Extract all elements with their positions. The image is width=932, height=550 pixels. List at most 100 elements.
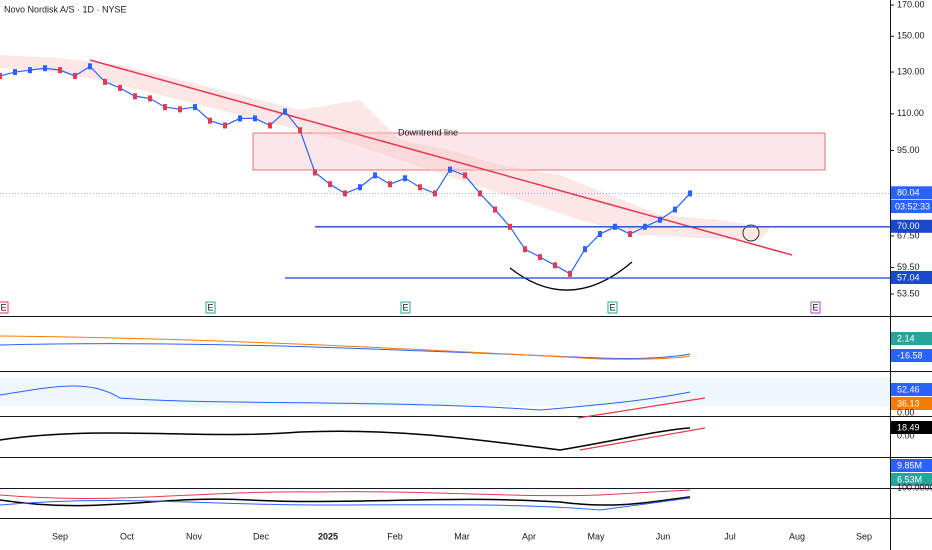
candle — [163, 104, 167, 111]
indicator-tag — [891, 473, 932, 486]
candle — [223, 122, 227, 129]
dmi-adx — [0, 496, 691, 507]
earnings-marker: E — [207, 302, 213, 312]
ichimoku-cloud — [0, 55, 770, 240]
indicator-label: 18.49 — [897, 422, 920, 432]
earnings-marker: E — [0, 302, 6, 312]
candle — [433, 190, 437, 197]
candle — [58, 67, 62, 74]
indicator-tag — [891, 332, 932, 345]
candle — [268, 122, 272, 129]
earnings-marker: E — [402, 302, 408, 312]
candle — [28, 67, 32, 74]
candle — [13, 69, 17, 76]
x-tick-label: Nov — [186, 531, 203, 541]
macd-signal — [0, 335, 691, 360]
candle — [178, 106, 182, 113]
osc-trend — [579, 427, 706, 451]
price-tag — [891, 270, 932, 284]
price-tag-label: 70.00 — [897, 221, 920, 231]
candle — [643, 223, 647, 230]
chart-title: Novo Nordisk A/S · 1D · NYSE — [4, 4, 127, 14]
earnings-box — [0, 301, 9, 314]
x-tick-label: Dec — [253, 531, 270, 541]
y-tick-label: 67.50 — [897, 230, 920, 240]
resistance-box — [252, 132, 826, 171]
candle — [463, 172, 467, 179]
y-tick-label: 150.00 — [897, 31, 925, 41]
x-tick-label: Jun — [656, 531, 671, 541]
indicator-tag — [891, 397, 932, 410]
candle — [148, 95, 152, 102]
indicator-label: 9.85M — [897, 460, 922, 470]
earnings-box — [400, 301, 411, 314]
macd-line — [0, 343, 691, 360]
earnings-box — [205, 301, 216, 314]
indicator-label: 2.14 — [897, 333, 915, 343]
candle — [373, 172, 377, 179]
y-tick-label: 53.50 — [897, 288, 920, 298]
indicator-label: -16.58 — [897, 350, 923, 360]
x-tick-label: Aug — [789, 531, 805, 541]
rsi-band — [0, 378, 890, 406]
candle — [508, 223, 512, 230]
y-tick-label: 95.00 — [897, 145, 920, 155]
candle — [208, 117, 212, 124]
indicator-label: 0.00 — [897, 407, 915, 417]
x-tick-label: Sep — [856, 531, 872, 541]
candle — [253, 115, 257, 122]
candle — [493, 206, 497, 213]
earnings-marker: E — [812, 302, 818, 312]
indicator-tag — [891, 349, 932, 362]
y-tick-label: 170.00 — [897, 0, 925, 9]
candle — [343, 190, 347, 197]
annotation: Downtrend line — [398, 127, 458, 137]
x-tick-label: Mar — [454, 531, 470, 541]
candle — [628, 231, 632, 238]
candle — [478, 190, 482, 197]
earnings-box — [607, 301, 618, 314]
candle — [313, 169, 317, 176]
indicator-label: 0.00 — [897, 430, 915, 440]
candle — [298, 127, 302, 134]
candle — [688, 190, 692, 197]
candle — [103, 78, 107, 85]
candle — [673, 206, 677, 213]
price-tag — [891, 186, 932, 200]
indicator-tag — [891, 383, 932, 396]
earnings-marker: E — [609, 302, 615, 312]
indicator-label: 100.0000 — [897, 482, 932, 492]
candle — [403, 175, 407, 182]
indicator-label: 52.46 — [897, 384, 920, 394]
price-tag — [891, 219, 932, 233]
indicator-tag — [891, 459, 932, 472]
earnings-box — [810, 301, 821, 314]
candle — [328, 181, 332, 188]
indicator-label: 36.13 — [897, 398, 920, 408]
candle — [283, 108, 287, 115]
x-tick-label: May — [587, 531, 605, 541]
countdown-box — [891, 200, 932, 213]
cloud-twist — [742, 224, 760, 242]
x-tick-label: Oct — [120, 531, 135, 541]
candle — [448, 166, 452, 173]
candle — [133, 93, 137, 100]
y-tick-label: 110.00 — [897, 108, 924, 118]
price-tag-label: 57.04 — [897, 272, 920, 282]
candle — [88, 63, 92, 70]
x-tick-label: Sep — [52, 531, 68, 541]
x-tick-label: Apr — [522, 531, 536, 541]
candle — [658, 216, 662, 223]
x-tick-label: Jul — [724, 531, 736, 541]
trend-line — [89, 59, 793, 256]
dmi-plus — [0, 489, 691, 499]
rsi-trend — [577, 397, 706, 419]
candle — [523, 246, 527, 253]
candle — [118, 84, 122, 91]
candle — [568, 270, 572, 277]
candle — [0, 72, 2, 79]
candle — [613, 223, 617, 230]
candle — [388, 181, 392, 188]
